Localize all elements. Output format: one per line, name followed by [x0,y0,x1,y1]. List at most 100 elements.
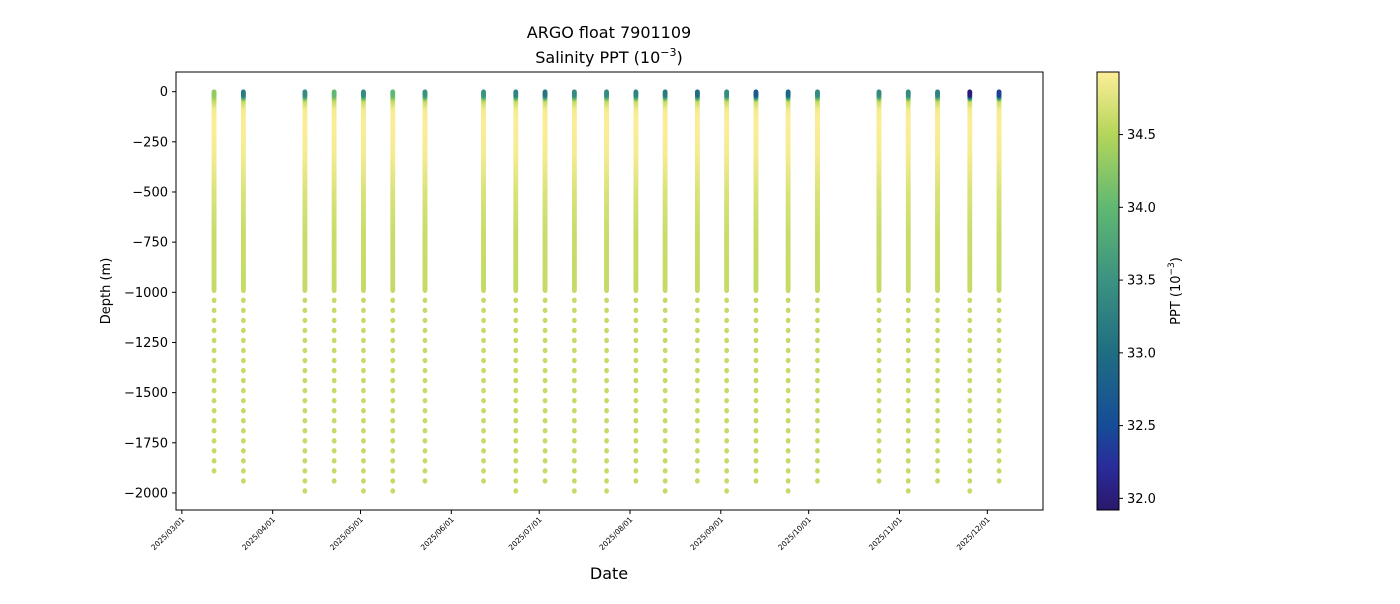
data-point [724,387,730,394]
data-point [422,407,428,414]
data-point [571,407,577,414]
profile [604,89,609,494]
data-point [481,337,486,344]
data-point [724,407,730,414]
data-point [211,418,217,424]
data-point [240,418,246,424]
data-point [240,407,246,414]
data-point [390,377,396,384]
data-point [513,448,519,454]
data-point [211,377,217,384]
data-point [481,367,486,374]
data-point [302,407,308,414]
data-point [422,317,428,324]
data-point [513,297,519,304]
data-point [815,377,820,384]
profile [571,89,577,494]
data-point [390,317,396,324]
data-point [331,307,337,314]
data-point [542,478,548,484]
data-point [815,428,820,434]
data-point [331,337,337,344]
data-point [211,89,217,95]
data-point [604,357,609,364]
data-point [240,438,246,444]
data-point [724,438,730,444]
data-point [662,377,668,384]
data-point [571,428,577,434]
data-point [513,337,519,344]
data-point [633,337,639,344]
data-point [422,297,428,304]
data-point [542,327,548,334]
chart-subtitle: Salinity PPT (10−3) [535,46,683,67]
data-point [571,458,577,464]
data-point [633,377,639,384]
data-point [361,418,366,424]
data-point [724,377,730,384]
data-point [604,468,609,474]
profile [481,89,486,484]
data-point [513,327,519,334]
data-point [662,327,668,334]
data-point [542,307,548,314]
data-point [542,418,548,424]
data-point [815,478,820,484]
data-point [604,418,609,424]
data-point [513,317,519,324]
data-point [694,307,700,314]
data-point [633,327,639,334]
data-point [724,327,730,334]
data-point [815,397,820,404]
data-point [302,458,308,464]
data-point [542,317,548,324]
data-point [633,428,639,434]
data-point [390,448,396,454]
data-point [694,407,700,414]
data-point [785,468,791,474]
data-point [753,347,759,354]
data-point [542,448,548,454]
data-point [331,367,337,374]
data-point [753,297,759,304]
data-point [724,357,730,364]
data-point [724,448,730,454]
data-point [785,407,791,414]
data-point [331,317,337,324]
profile [815,89,820,484]
data-point [361,357,366,364]
data-point [633,418,639,424]
data-point [361,468,366,474]
data-point [815,407,820,414]
data-point [513,458,519,464]
data-point [753,89,759,95]
data-point [331,458,337,464]
data-point [633,468,639,474]
data-point [815,438,820,444]
data-point [542,397,548,404]
data-point [694,387,700,394]
data-point [542,89,548,95]
data-point [331,478,337,484]
data-point [571,478,577,484]
data-point [694,317,700,324]
data-point [513,377,519,384]
data-point [211,448,217,454]
data-point [481,468,486,474]
data-point [815,448,820,454]
data-point [513,478,519,484]
data-point [390,418,396,424]
data-point [481,377,486,384]
data-point [662,387,668,394]
data-point [815,327,820,334]
data-point [302,418,308,424]
data-point [604,307,609,314]
data-point [481,448,486,454]
profile [331,89,337,484]
data-point [662,337,668,344]
data-point [785,377,791,384]
data-point [422,428,428,434]
data-point [302,488,308,494]
profile [361,89,366,494]
